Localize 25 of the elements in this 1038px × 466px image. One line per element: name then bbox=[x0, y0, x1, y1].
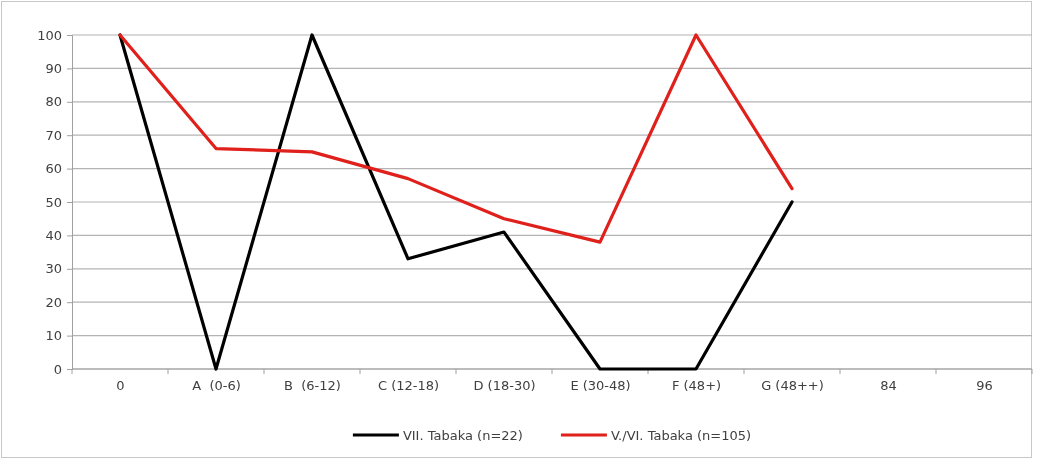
y-tick-label: 100 bbox=[37, 27, 62, 43]
x-tick-label: 0 bbox=[116, 378, 125, 394]
x-tick-label: E (30-48) bbox=[570, 378, 631, 394]
x-tick-label: G (48++) bbox=[761, 378, 824, 394]
x-tick-label: 84 bbox=[880, 378, 897, 394]
y-tick-label: 10 bbox=[45, 328, 62, 344]
x-tick-label: B (6-12) bbox=[284, 378, 341, 394]
y-tick-label: 90 bbox=[45, 61, 62, 77]
y-tick-label: 40 bbox=[45, 228, 62, 244]
y-tick-label: 50 bbox=[45, 194, 62, 210]
x-tick-label: C (12-18) bbox=[377, 378, 440, 394]
legend-label: V./VI. Tabaka (n=105) bbox=[610, 427, 752, 443]
y-tick-label: 0 bbox=[53, 361, 62, 377]
y-tick-label: 60 bbox=[45, 161, 62, 177]
x-tick-label: F (48+) bbox=[671, 378, 722, 394]
y-tick-label: 80 bbox=[45, 94, 62, 110]
y-tick-label: 70 bbox=[45, 127, 62, 143]
x-tick-label: D (18-30) bbox=[473, 378, 536, 394]
x-tick-label: 96 bbox=[976, 378, 993, 394]
x-tick-label: A (0-6) bbox=[192, 378, 241, 394]
line-series bbox=[118, 33, 794, 244]
legend-label: VII. Tabaka (n=22) bbox=[402, 427, 523, 443]
y-tick-label: 30 bbox=[45, 261, 62, 277]
line-series bbox=[118, 33, 794, 371]
y-tick-label: 20 bbox=[45, 294, 62, 310]
